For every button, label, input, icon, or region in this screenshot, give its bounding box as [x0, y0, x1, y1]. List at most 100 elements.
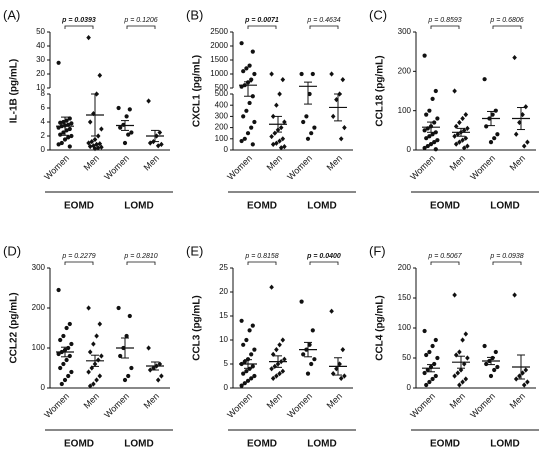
- data-point: [66, 373, 71, 379]
- x-tick-label: Men: [448, 153, 467, 172]
- y-tick-label: 2500: [210, 27, 228, 36]
- p-bracket: [64, 261, 94, 265]
- data-point: [247, 100, 252, 106]
- panel-label: (B): [186, 7, 203, 22]
- data-point: [242, 136, 247, 141]
- data-point: [465, 355, 470, 361]
- data-point: [155, 143, 161, 149]
- data-point: [277, 371, 282, 377]
- y-tick-label: 500: [215, 83, 229, 92]
- data-point: [452, 88, 457, 94]
- data-point: [87, 143, 93, 150]
- data-point: [274, 373, 279, 379]
- y-tick-label: 100: [398, 106, 412, 115]
- data-point: [334, 366, 339, 372]
- x-tick-label: Women: [42, 153, 71, 182]
- y-tick-label: 1000: [210, 69, 228, 78]
- group-label: EOMD: [64, 439, 94, 450]
- p-value: p = 0.0400: [306, 253, 341, 260]
- data-point: [521, 382, 527, 388]
- y-axis-title: CCL18 (pg/mL): [375, 55, 386, 126]
- p-bracket: [126, 25, 156, 29]
- data-point: [463, 135, 469, 141]
- y-tick-label: 100: [398, 323, 412, 332]
- data-point: [252, 347, 257, 352]
- p-value: p = 0.6806: [489, 17, 523, 24]
- data-point: [64, 357, 69, 363]
- data-point: [495, 364, 500, 370]
- data-point: [99, 126, 104, 132]
- data-point: [427, 379, 432, 385]
- data-point: [56, 142, 61, 147]
- data-point: [309, 131, 314, 136]
- data-point: [239, 318, 244, 323]
- data-point: [309, 361, 314, 367]
- y-tick-label: 500: [215, 89, 229, 98]
- data-point: [455, 370, 461, 376]
- data-point: [249, 125, 254, 130]
- data-point: [147, 367, 153, 373]
- data-point: [249, 77, 254, 82]
- data-point: [484, 361, 489, 367]
- y-axis-title: CCL22 (pg/mL): [9, 292, 20, 363]
- data-point: [99, 353, 104, 359]
- data-point: [340, 77, 346, 83]
- panel-label: (E): [186, 243, 203, 258]
- y-tick-label: 0: [224, 383, 229, 392]
- data-point: [338, 136, 344, 142]
- data-point: [427, 108, 432, 113]
- data-point: [457, 139, 462, 145]
- p-bracket: [430, 25, 460, 29]
- data-point: [146, 98, 151, 104]
- p-value: p = 0.0393: [61, 17, 96, 24]
- data-point: [244, 108, 249, 113]
- group-label: EOMD: [247, 201, 277, 212]
- data-point: [269, 284, 274, 290]
- data-point: [425, 143, 430, 149]
- data-point: [58, 132, 63, 137]
- p-bracket: [247, 25, 277, 29]
- x-tick-label: Men: [325, 153, 344, 172]
- data-point: [269, 366, 274, 372]
- y-tick-label: 20: [36, 69, 45, 78]
- data-point: [86, 35, 91, 41]
- data-point: [91, 341, 96, 347]
- x-tick-label: Women: [42, 391, 71, 420]
- data-point: [157, 129, 163, 136]
- data-point: [127, 313, 132, 319]
- data-point: [304, 114, 309, 119]
- data-point: [67, 321, 72, 327]
- data-point: [523, 104, 529, 110]
- p-value: p = 0.8158: [244, 253, 278, 260]
- data-point: [457, 349, 462, 355]
- data-point: [301, 352, 306, 357]
- data-point: [269, 133, 274, 140]
- data-point: [92, 136, 98, 143]
- data-point: [274, 102, 279, 108]
- y-tick-label: 10: [219, 335, 228, 344]
- data-point: [270, 375, 276, 381]
- y-tick-label: 300: [398, 27, 412, 36]
- x-tick-label: Men: [82, 153, 101, 172]
- data-point: [492, 136, 497, 141]
- data-point: [252, 373, 257, 379]
- data-point: [124, 114, 129, 119]
- data-point: [280, 337, 286, 343]
- x-tick-label: Women: [225, 153, 254, 182]
- data-point: [86, 305, 91, 311]
- data-point: [460, 337, 465, 343]
- group-label: LOMD: [490, 439, 519, 450]
- data-point: [249, 376, 254, 381]
- data-point: [58, 365, 63, 371]
- data-point: [435, 116, 440, 121]
- data-point: [453, 352, 459, 358]
- data-point: [69, 341, 74, 347]
- data-point: [244, 337, 249, 343]
- data-point: [465, 125, 470, 131]
- y-tick-label: 150: [398, 293, 412, 302]
- data-point: [330, 113, 336, 119]
- data-point: [91, 381, 96, 387]
- data-point: [428, 142, 434, 147]
- y-tick-label: 4: [41, 117, 46, 126]
- data-point: [67, 353, 72, 359]
